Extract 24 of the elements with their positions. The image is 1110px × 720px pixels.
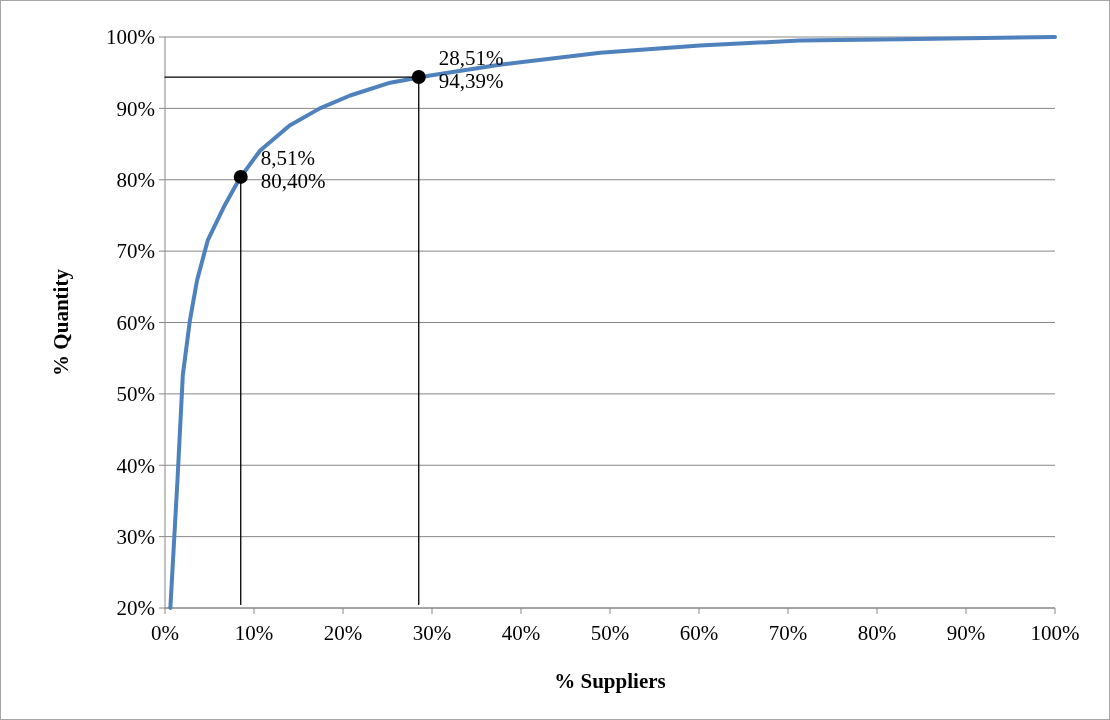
x-tick-label: 20% [323,621,363,645]
y-axis-title: % Quantity [49,268,73,376]
y-tick-label: 20% [116,596,155,621]
x-tick-label: 0% [151,621,179,645]
y-tick-label: 70% [116,239,155,264]
y-tick-label: 50% [116,382,155,407]
x-tick-label: 80% [857,621,897,645]
x-tick-label: 40% [501,621,541,645]
x-tick-label: 100% [1030,621,1080,645]
x-tick-label: 70% [768,621,808,645]
y-tick-label: 30% [116,524,155,549]
x-tick-label: 50% [590,621,630,645]
y-tick-label: 80% [116,168,155,193]
x-tick-label: 90% [946,621,986,645]
x-tick-label: 10% [234,621,274,645]
x-tick-label: 30% [412,621,452,645]
y-tick-label: 40% [116,453,155,478]
y-tick-label: 90% [116,96,155,121]
y-tick-label: 100% [106,25,155,50]
annotation: 8,51% 80,40% [260,145,326,193]
annotation: 28,51% 94,39% [438,46,504,94]
x-axis-title: % Suppliers [554,669,666,693]
x-tick-label: 60% [679,621,719,645]
y-tick-label: 60% [116,310,155,335]
